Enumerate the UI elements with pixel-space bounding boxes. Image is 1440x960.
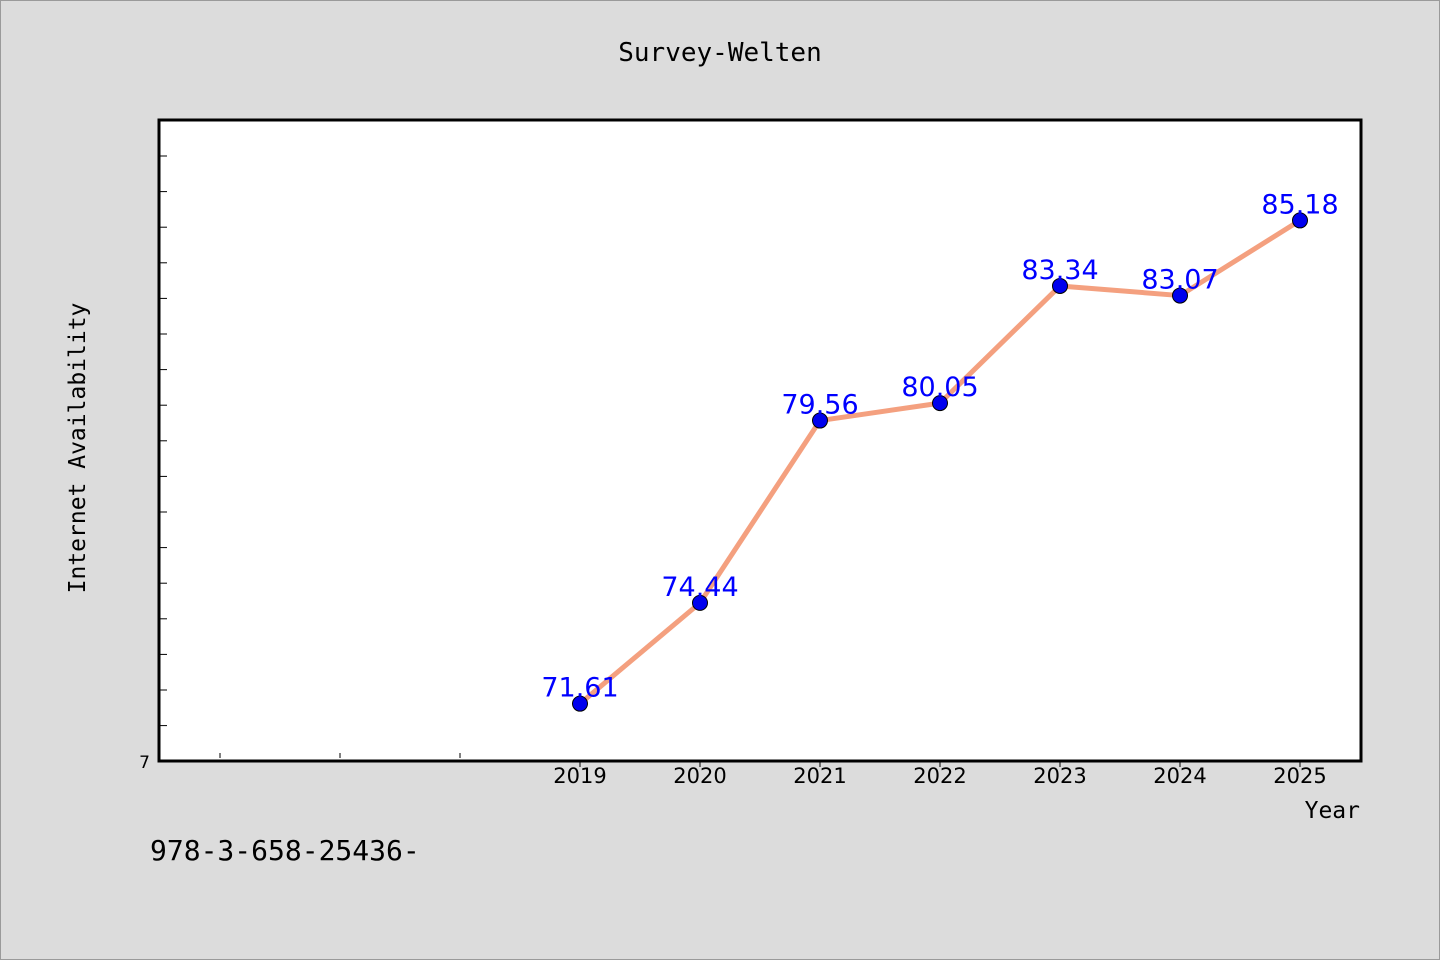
x-tick-label: 2022 xyxy=(913,764,966,788)
data-label: 79.56 xyxy=(781,390,858,421)
data-point xyxy=(1172,287,1188,304)
x-tick-label: 2021 xyxy=(793,764,846,788)
x-axis-label: Year xyxy=(1305,798,1360,824)
data-label: 83.07 xyxy=(1141,265,1218,296)
data-point xyxy=(692,594,708,611)
y-axis-label: Internet Availability xyxy=(65,303,91,594)
x-tick-label: 2020 xyxy=(673,764,726,788)
data-point xyxy=(572,695,588,712)
data-point xyxy=(1292,212,1308,229)
data-point xyxy=(1052,277,1068,294)
x-tick-label: 2019 xyxy=(553,764,606,788)
x-tick-labels: 2019 2020 2021 2022 2023 2024 2025 xyxy=(553,764,1326,788)
plot-area xyxy=(157,118,1363,763)
y-tick-label: 7 xyxy=(139,753,150,773)
x-tick-label: 2024 xyxy=(1153,764,1206,788)
data-point xyxy=(812,412,828,429)
data-label: 83.34 xyxy=(1021,255,1098,286)
x-axis-ticks xyxy=(219,753,1301,767)
footer-code: 978-3-658-25436- xyxy=(150,834,420,867)
data-label: 80.05 xyxy=(901,372,978,403)
data-label: 74.44 xyxy=(661,572,738,603)
y-axis-ticks xyxy=(159,155,167,727)
data-label: 71.61 xyxy=(541,673,618,704)
data-point xyxy=(932,395,948,412)
series-internet-availability: 71.61 74.44 79.56 80.05 83.34 83.07 85.18 xyxy=(541,189,1339,712)
chart-title: Survey-Welten xyxy=(618,38,822,68)
x-tick-label: 2025 xyxy=(1273,764,1326,788)
x-tick-label: 2023 xyxy=(1033,764,1086,788)
data-label: 85.18 xyxy=(1261,189,1338,220)
